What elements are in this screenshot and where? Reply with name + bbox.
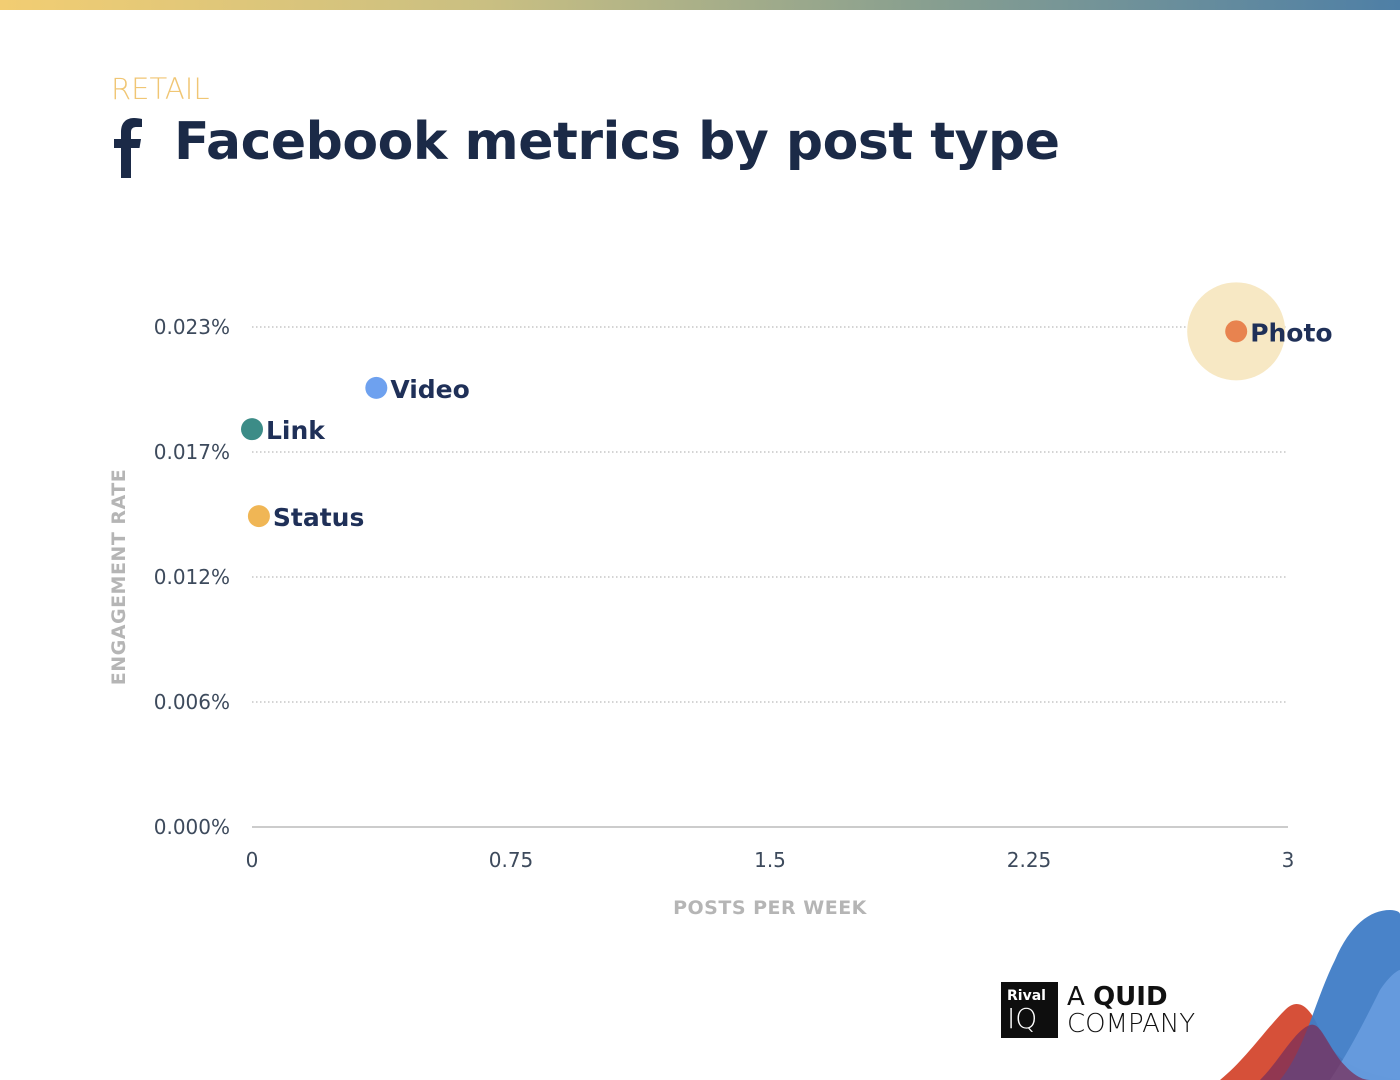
y-axis-title: ENGAGEMENT RATE (108, 469, 130, 685)
photo-point-label: Photo (1250, 318, 1332, 347)
logo-tagline: A QUID COMPANY (1067, 984, 1195, 1038)
decorative-wave-graphic (1220, 910, 1400, 1080)
industry-category: RETAIL (111, 72, 210, 106)
x-tick-label: 1.5 (754, 848, 786, 872)
photo-data-point (1225, 320, 1248, 343)
x-tick-label: 0 (246, 848, 259, 872)
y-tick-label: 0.017% (154, 440, 230, 464)
video-data-point (365, 376, 388, 399)
y-tick-label: 0.012% (154, 565, 230, 589)
logo-tagline-line2: COMPANY (1067, 1009, 1196, 1039)
logo-tagline-prefix: A (1067, 982, 1094, 1012)
video-point-label: Video (390, 375, 470, 404)
status-point-label: Status (273, 503, 364, 532)
x-tick-label: 3 (1282, 848, 1295, 872)
x-tick-label: 2.25 (1007, 848, 1052, 872)
facebook-f-icon (114, 118, 142, 178)
x-axis-title: POSTS PER WEEK (673, 897, 868, 919)
logo-tagline-bold: QUID (1093, 982, 1168, 1012)
x-tick-label: 0.75 (489, 848, 534, 872)
y-tick-label: 0.006% (154, 690, 230, 714)
y-tick-label: 0.000% (154, 815, 230, 839)
rival-iq-logo-box: Rival IQ (1001, 982, 1058, 1038)
link-point-label: Link (266, 416, 326, 445)
page-title: Facebook metrics by post type (174, 112, 1060, 172)
logo-iq-text: IQ (1007, 1002, 1038, 1035)
link-data-point (241, 418, 263, 441)
logo-rival-text: Rival (1007, 988, 1046, 1004)
status-data-point (247, 505, 270, 528)
top-gradient-bar (0, 0, 1400, 10)
y-tick-label: 0.023% (154, 315, 230, 339)
